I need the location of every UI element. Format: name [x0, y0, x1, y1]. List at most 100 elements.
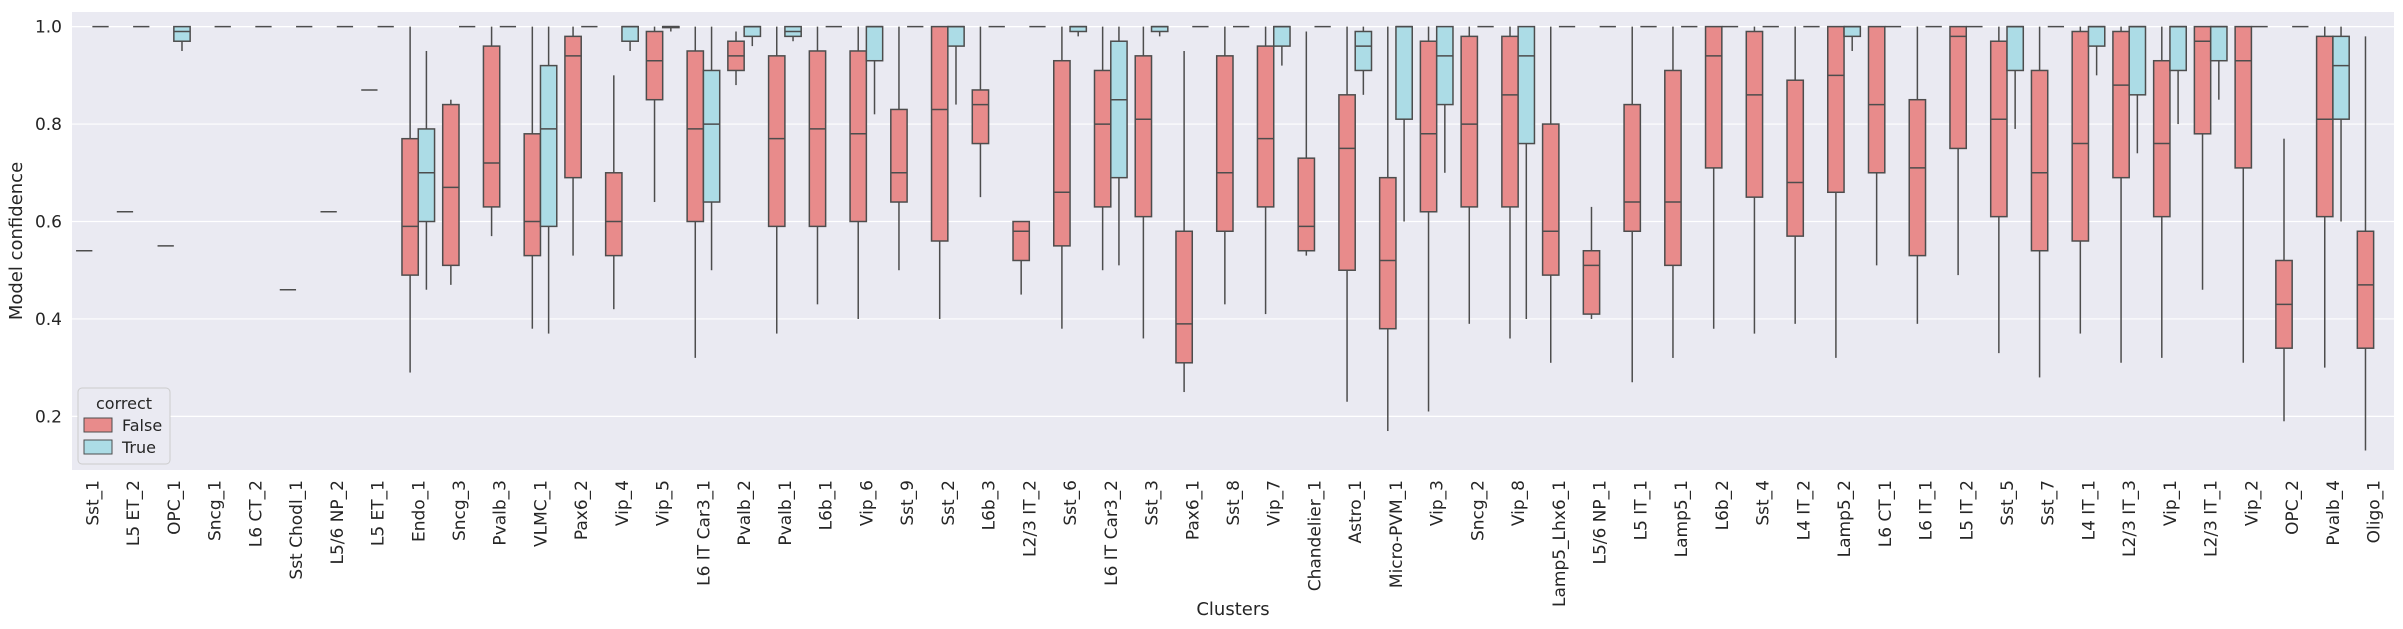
x-tick-label: Sst_8	[1224, 480, 1244, 526]
box	[1623, 103, 1642, 233]
y-tick-label: 1.0	[35, 18, 62, 38]
x-tick-label: L5/6 NP_2	[328, 480, 348, 565]
box	[2030, 69, 2049, 252]
x-tick-label: Pvalb_1	[776, 480, 796, 546]
x-tick-label: L2/3 IT_3	[2120, 480, 2140, 557]
box	[1093, 69, 1112, 208]
x-tick-label: Sncg_3	[450, 480, 470, 541]
box	[1908, 98, 1927, 257]
x-tick-label: Vip_7	[1265, 480, 1285, 526]
box	[702, 69, 721, 203]
box	[523, 133, 542, 257]
box	[1395, 25, 1413, 120]
box	[173, 25, 191, 42]
y-axis-label: Model confidence	[6, 162, 27, 320]
box	[1215, 55, 1234, 233]
x-tick-label: Sst_6	[1061, 480, 1081, 526]
x-tick-label: Micro-PVM_1	[1387, 480, 1407, 588]
box	[1435, 25, 1454, 106]
x-tick-label: Pvalb_2	[735, 480, 755, 546]
box	[1354, 30, 1373, 72]
x-tick-label: Vip_5	[654, 480, 674, 526]
x-tick-label: Lamp5_Lhx6_1	[1550, 480, 1570, 607]
box	[441, 103, 460, 267]
x-tick-label: Astro_1	[1346, 480, 1366, 543]
x-tick-label: L4 IT_1	[2079, 480, 2099, 540]
box	[1704, 25, 1723, 169]
x-tick-label: Sst_1	[83, 480, 103, 526]
box	[2234, 25, 2253, 169]
x-tick-label: Lamp5_2	[1835, 480, 1855, 557]
y-tick-label: 0.8	[35, 115, 62, 135]
x-tick-label: L5 ET_1	[369, 480, 389, 546]
x-tick-label: L6b_3	[980, 480, 1000, 530]
x-tick-label: L6 IT_1	[1917, 480, 1937, 540]
box	[621, 25, 639, 42]
x-tick-label: Vip_6	[857, 480, 877, 526]
box	[1786, 79, 1805, 237]
box	[1134, 55, 1153, 218]
x-tick-label: Oligo_1	[2365, 480, 2385, 543]
x-tick-label: L5 IT_2	[1957, 480, 1977, 540]
box	[1297, 157, 1316, 252]
box	[2332, 35, 2350, 120]
box	[890, 108, 908, 203]
y-axis-ticks: 0.2 0.4 0.6 0.8 1.0	[35, 18, 62, 428]
x-tick-label: L2/3 IT_2	[1020, 480, 1040, 557]
legend: correct False True	[77, 387, 171, 465]
x-tick-label: VLMC_1	[531, 480, 551, 547]
box	[808, 50, 827, 228]
x-tick-label: Sst_7	[2039, 480, 2059, 526]
box	[604, 172, 623, 257]
box	[417, 128, 436, 223]
box	[686, 50, 705, 223]
x-tick-label: L4 IT_2	[1794, 480, 1814, 540]
legend-swatch-false	[83, 417, 113, 433]
box	[1338, 94, 1356, 271]
box	[1664, 69, 1682, 267]
x-tick-label: Chandelier_1	[1305, 480, 1325, 591]
x-tick-label: L6 CT_2	[246, 480, 266, 547]
x-tick-label: Vip_4	[613, 480, 633, 526]
box	[401, 137, 420, 276]
box	[1012, 220, 1031, 262]
y-tick-label: 0.2	[35, 407, 62, 427]
box	[1843, 25, 1862, 38]
box	[1582, 249, 1601, 315]
box	[2112, 30, 2130, 179]
box	[1419, 40, 1438, 213]
box	[767, 55, 786, 228]
x-tick-label: Sst_3	[1143, 480, 1163, 526]
x-axis-label: Clusters	[1196, 599, 1269, 620]
box	[1989, 40, 2008, 218]
x-tick-label: L6 CT_1	[1876, 480, 1896, 547]
x-tick-label: L6 IT Car3_1	[694, 480, 714, 586]
box	[1256, 45, 1275, 208]
x-tick-label: L5 IT_1	[1631, 480, 1651, 540]
box	[930, 25, 949, 242]
box	[2128, 25, 2147, 96]
x-tick-label: Sncg_1	[206, 480, 226, 541]
x-tick-label: Vip_3	[1428, 480, 1448, 526]
box	[482, 45, 501, 208]
legend-label-true: True	[121, 438, 156, 457]
x-tick-label: OPC_2	[2283, 480, 2303, 535]
y-tick-label: 0.4	[35, 310, 62, 330]
x-tick-label: L2/3 IT_1	[2202, 480, 2222, 557]
box	[1272, 25, 1291, 47]
x-tick-label: Pvalb_3	[491, 480, 511, 546]
box	[2006, 25, 2025, 72]
x-tick-label: L5/6 NP_1	[1591, 480, 1611, 565]
box	[849, 50, 868, 223]
box	[1053, 59, 1071, 247]
box	[2087, 25, 2106, 47]
x-tick-label: OPC_1	[165, 480, 185, 535]
box	[1745, 30, 1764, 198]
box	[1460, 35, 1479, 208]
x-tick-label: Sst_5	[1998, 480, 2018, 526]
box	[1378, 176, 1397, 330]
x-tick-label: Sst_9	[898, 480, 918, 526]
x-tick-label: Vip_1	[2161, 480, 2181, 526]
x-tick-label: Pax6_2	[572, 480, 592, 540]
box	[971, 89, 990, 145]
